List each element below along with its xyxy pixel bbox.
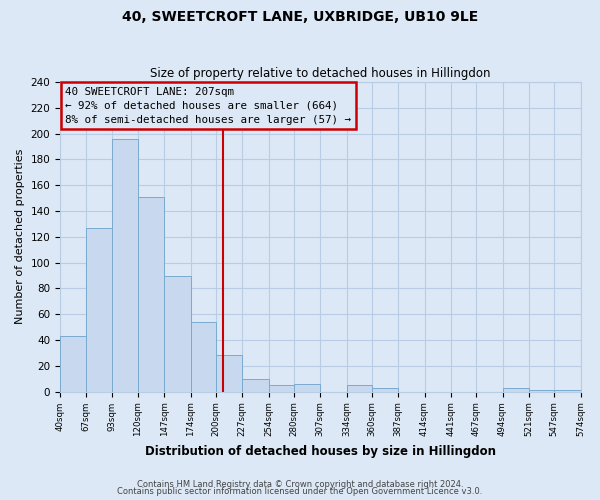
- Text: 40 SWEETCROFT LANE: 207sqm
← 92% of detached houses are smaller (664)
8% of semi: 40 SWEETCROFT LANE: 207sqm ← 92% of deta…: [65, 86, 351, 124]
- Bar: [554, 390, 581, 392]
- Text: Contains public sector information licensed under the Open Government Licence v3: Contains public sector information licen…: [118, 488, 482, 496]
- Bar: [503, 388, 529, 392]
- Bar: [86, 228, 112, 392]
- Text: 40, SWEETCROFT LANE, UXBRIDGE, UB10 9LE: 40, SWEETCROFT LANE, UXBRIDGE, UB10 9LE: [122, 10, 478, 24]
- Bar: [294, 384, 320, 392]
- Bar: [347, 385, 372, 392]
- Bar: [242, 378, 269, 392]
- Bar: [216, 356, 242, 392]
- Text: Contains HM Land Registry data © Crown copyright and database right 2024.: Contains HM Land Registry data © Crown c…: [137, 480, 463, 489]
- Bar: [164, 276, 191, 392]
- Y-axis label: Number of detached properties: Number of detached properties: [15, 149, 25, 324]
- Title: Size of property relative to detached houses in Hillingdon: Size of property relative to detached ho…: [150, 66, 491, 80]
- Bar: [372, 388, 398, 392]
- Bar: [60, 336, 86, 392]
- Bar: [529, 390, 554, 392]
- Bar: [138, 197, 164, 392]
- X-axis label: Distribution of detached houses by size in Hillingdon: Distribution of detached houses by size …: [145, 444, 496, 458]
- Bar: [269, 385, 294, 392]
- Bar: [191, 322, 216, 392]
- Bar: [112, 139, 138, 392]
